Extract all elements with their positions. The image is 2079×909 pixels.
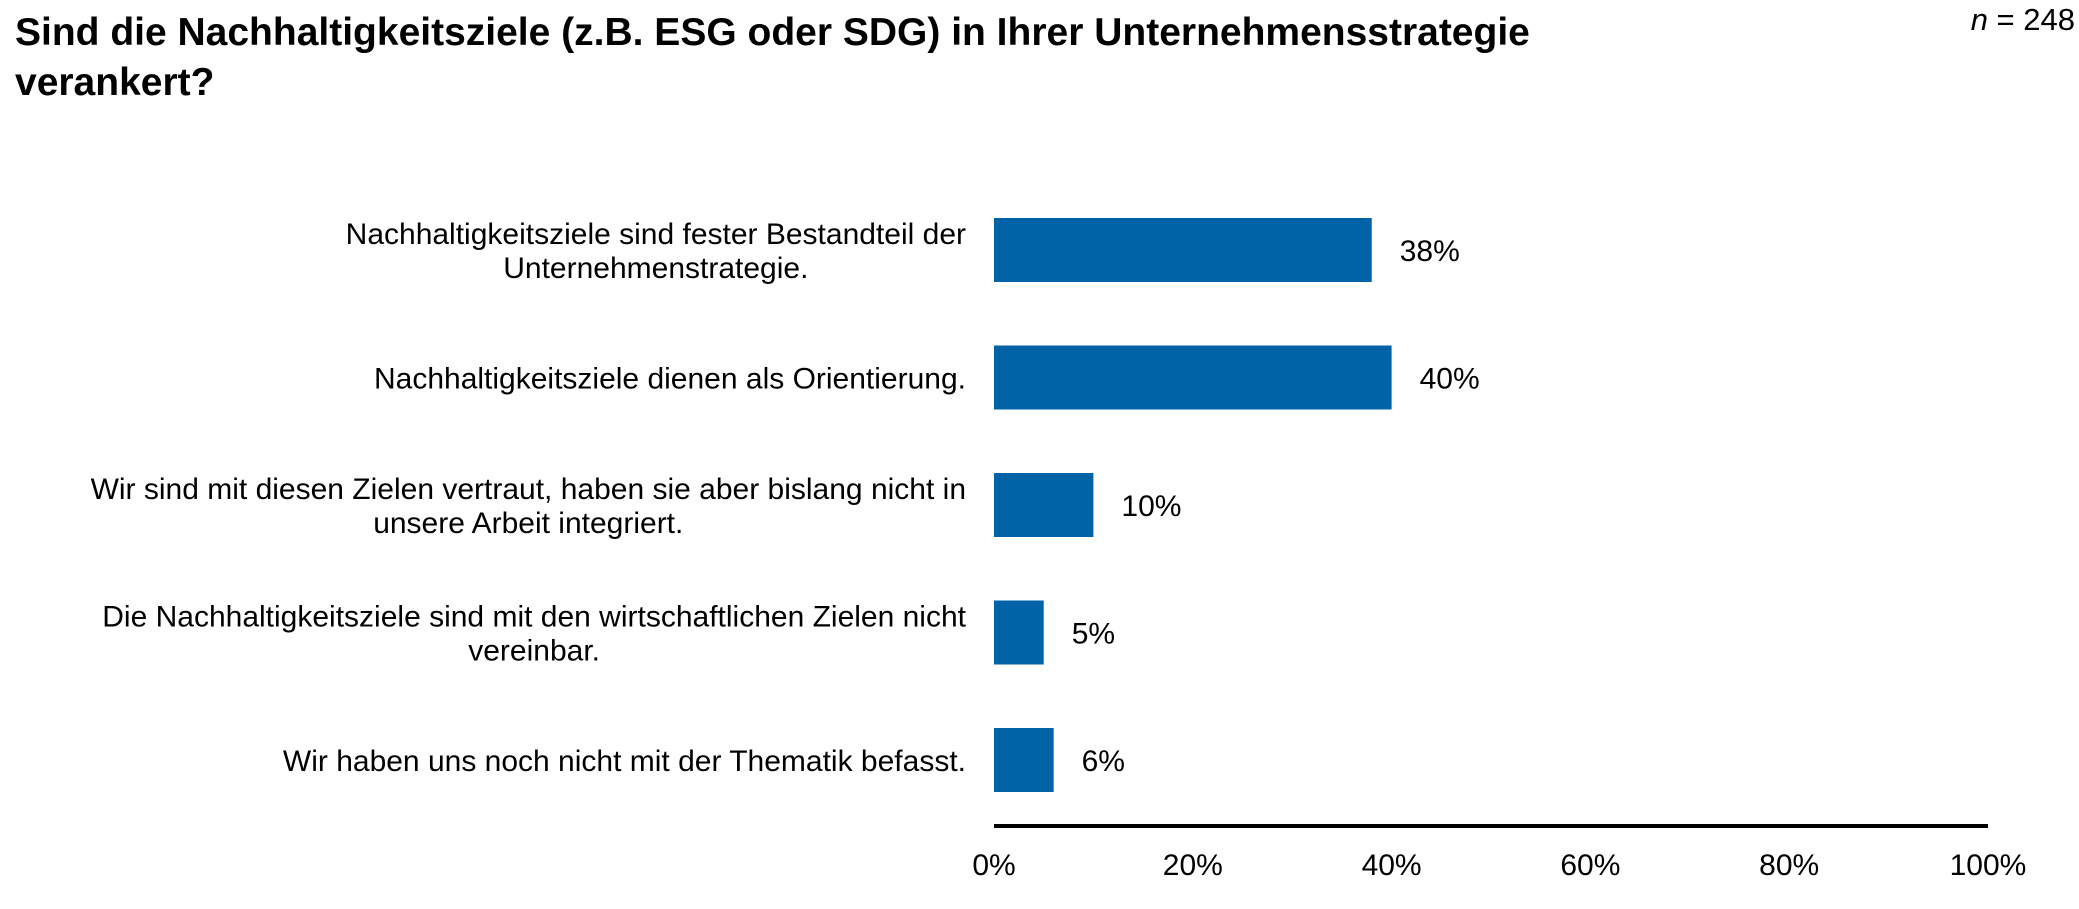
value-label-4: 5%: [1072, 618, 1115, 651]
category-label-2: Nachhaltigkeitsziele dienen als Orientie…: [374, 363, 966, 396]
x-tick-label-20: 20%: [1163, 849, 1223, 882]
x-tick-label-100: 100%: [1950, 849, 2027, 882]
category-label-line: Nachhaltigkeitsziele dienen als Orientie…: [374, 363, 966, 396]
value-label-1: 38%: [1400, 235, 1460, 268]
x-tick-label-60: 60%: [1560, 849, 1620, 882]
chart-title: Sind die Nachhaltigkeitsziele (z.B. ESG …: [15, 11, 1530, 104]
category-label-1: Nachhaltigkeitsziele sind fester Bestand…: [346, 218, 966, 285]
x-tick-label-40: 40%: [1362, 849, 1422, 882]
value-label-5: 6%: [1082, 745, 1125, 778]
category-label-line: Nachhaltigkeitsziele sind fester Bestand…: [346, 218, 966, 251]
category-label-line: Wir sind mit diesen Zielen vertraut, hab…: [91, 473, 966, 506]
bar-5: [994, 728, 1054, 792]
category-label-line: vereinbar.: [468, 635, 600, 668]
category-label-3: Wir sind mit diesen Zielen vertraut, hab…: [91, 473, 966, 540]
category-label-line: unsere Arbeit integriert.: [373, 507, 683, 540]
x-tick-label-0: 0%: [972, 849, 1015, 882]
bar-3: [994, 473, 1094, 537]
category-label-4: Die Nachhaltigkeitsziele sind mit den wi…: [102, 601, 966, 668]
category-label-line: Unternehmenstrategie.: [503, 252, 808, 285]
x-tick-label-80: 80%: [1759, 849, 1819, 882]
value-label-3: 10%: [1121, 490, 1181, 523]
bar-2: [994, 345, 1392, 410]
category-label-line: Die Nachhaltigkeitsziele sind mit den wi…: [102, 601, 966, 634]
category-label-5: Wir haben uns noch nicht mit der Themati…: [283, 745, 966, 778]
category-label-line: Wir haben uns noch nicht mit der Themati…: [283, 745, 966, 778]
sample-size-variable: n: [1970, 2, 1988, 37]
bar-4: [994, 600, 1044, 665]
value-label-2: 40%: [1420, 363, 1480, 396]
sample-size-value: = 248: [1987, 2, 2075, 37]
bar-1: [994, 218, 1372, 282]
sample-size-label: n = 248: [1971, 2, 2075, 38]
